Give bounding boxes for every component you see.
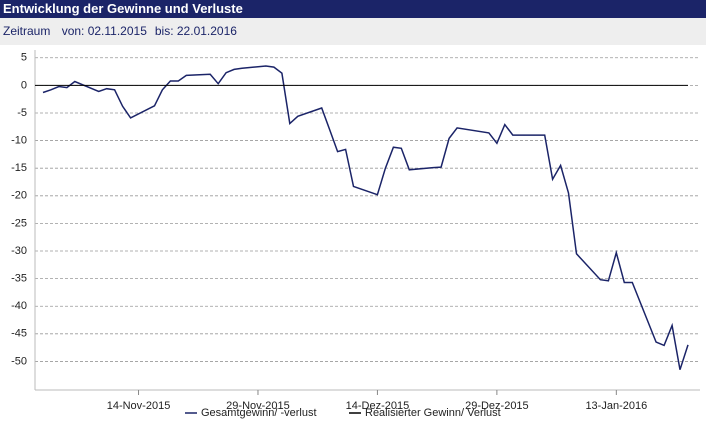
y-tick-label: -25 [11,217,27,229]
x-tick-label: 14-Dez-2015 [346,400,410,412]
period-bar: Zeitraum von: 02.11.2015 bis: 22.01.2016 [0,18,706,45]
y-tick-label: -30 [11,245,27,257]
y-tick-label: -15 [11,162,27,174]
period-from: von: 02.11.2015 [61,24,147,38]
x-tick-label: 13-Jan-2016 [585,400,647,412]
y-tick-label: -35 [11,273,27,285]
legend-label: Realisierter Gewinn/ Verlust [365,407,501,419]
y-tick-label: -10 [11,134,27,146]
y-tick-label: -20 [11,190,27,202]
x-tick-label: 29-Nov-2015 [226,400,290,412]
y-tick-label: 5 [21,52,27,64]
header-title: Entwicklung der Gewinne und Verluste [0,0,706,18]
y-tick-label: 0 [21,79,27,91]
x-tick-label: 29-Dez-2015 [465,400,529,412]
legend-label: Gesamtgewinn/ -verlust [201,407,317,419]
period-label: Zeitraum [3,24,51,38]
y-tick-label: -45 [11,328,27,340]
y-tick-label: -5 [17,107,27,119]
x-tick-label: 14-Nov-2015 [107,400,171,412]
period-to: bis: 22.01.2016 [154,24,237,38]
chart: 5 0 -5 -10 -15 -20 -25 -30 -35 -40 -45 -50 14-Nov-20… [11,50,700,419]
series-line [42,65,689,370]
y-tick-label: -40 [11,300,27,312]
y-tick-label: -50 [11,355,27,367]
